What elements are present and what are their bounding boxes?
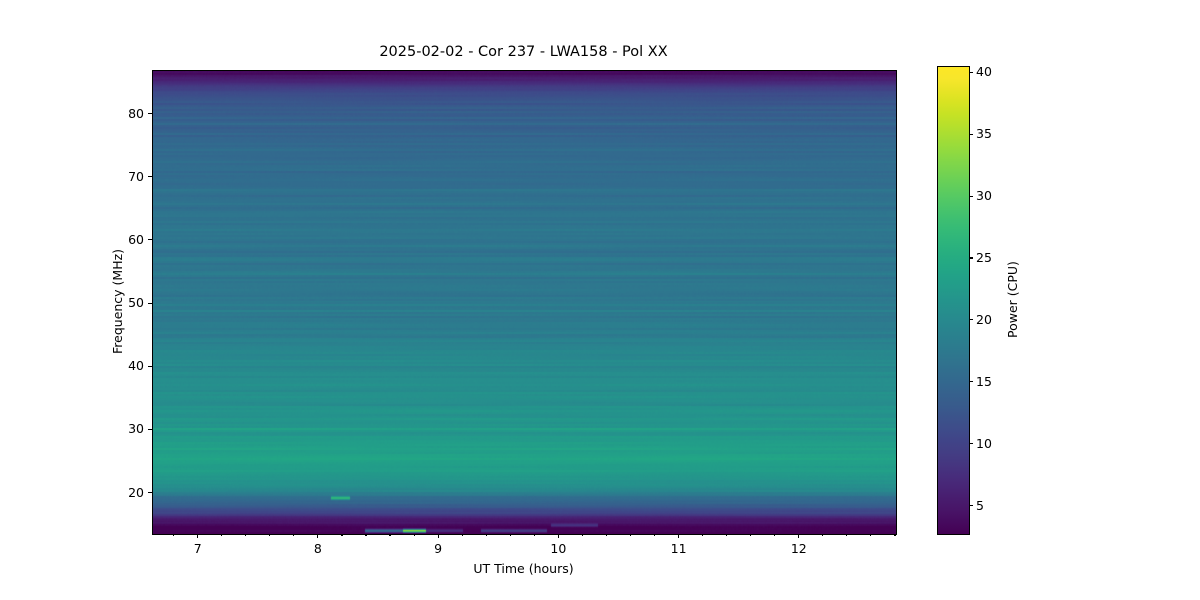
x-minor-tick-mark bbox=[509, 534, 511, 537]
x-minor-tick-mark bbox=[485, 534, 487, 537]
dynamic-spectrum-heatmap bbox=[153, 71, 896, 534]
x-tick-mark bbox=[437, 534, 439, 539]
colorbar-tick-mark bbox=[969, 133, 974, 135]
x-minor-tick-mark bbox=[413, 534, 415, 537]
colorbar-tick-label: 20 bbox=[976, 311, 992, 327]
page-title: 2025-02-02 - Cor 237 - LWA158 - Pol XX bbox=[379, 44, 668, 60]
colorbar-tick-label: 30 bbox=[976, 188, 992, 204]
colorbar-axes[interactable] bbox=[937, 66, 970, 535]
y-tick-label: 20 bbox=[128, 484, 144, 500]
x-minor-tick-mark bbox=[173, 534, 175, 537]
x-minor-tick-mark bbox=[726, 534, 728, 537]
x-minor-tick-mark bbox=[750, 534, 752, 537]
colorbar-tick-mark bbox=[969, 195, 974, 197]
y-tick-mark bbox=[147, 428, 152, 430]
x-axis-label: UT Time (hours) bbox=[473, 561, 574, 576]
y-tick-label: 60 bbox=[128, 231, 144, 247]
colorbar-tick-mark bbox=[969, 443, 974, 445]
colorbar-tick-mark bbox=[969, 381, 974, 383]
y-tick-mark bbox=[147, 492, 152, 494]
x-tick-mark bbox=[557, 534, 559, 539]
x-minor-tick-mark bbox=[365, 534, 367, 537]
x-minor-tick-mark bbox=[293, 534, 295, 537]
x-tick-label: 7 bbox=[193, 541, 202, 556]
colorbar-tick-mark bbox=[969, 257, 974, 259]
y-tick-label: 30 bbox=[128, 421, 144, 437]
x-tick-mark bbox=[197, 534, 199, 539]
colorbar-tick-label: 5 bbox=[976, 497, 984, 513]
y-tick-mark bbox=[147, 365, 152, 367]
x-minor-tick-mark bbox=[653, 534, 656, 537]
colorbar-tick-label: 35 bbox=[976, 126, 992, 142]
y-tick-mark bbox=[147, 113, 152, 115]
x-minor-tick-mark bbox=[822, 534, 824, 537]
y-tick-mark bbox=[147, 302, 152, 304]
x-minor-tick-mark bbox=[629, 534, 632, 537]
x-tick-label: 12 bbox=[790, 541, 807, 556]
x-tick-label: 9 bbox=[434, 541, 443, 556]
x-minor-tick-mark bbox=[870, 534, 872, 537]
x-minor-tick-mark bbox=[894, 534, 896, 537]
y-tick-label: 80 bbox=[128, 105, 144, 121]
colorbar-tick-mark bbox=[969, 71, 974, 73]
x-minor-tick-mark bbox=[389, 534, 391, 537]
x-tick-label: 8 bbox=[313, 541, 322, 556]
x-minor-tick-mark bbox=[774, 534, 776, 537]
colorbar-tick-mark bbox=[969, 319, 974, 321]
heatmap-pixels bbox=[153, 71, 896, 534]
x-tick-mark bbox=[678, 534, 680, 539]
y-tick-mark bbox=[147, 239, 152, 241]
x-minor-tick-mark bbox=[533, 534, 535, 537]
colorbar-tick-label: 10 bbox=[976, 435, 992, 451]
x-tick-mark bbox=[798, 534, 800, 539]
colorbar-gradient bbox=[938, 67, 969, 534]
colorbar-tick-label: 15 bbox=[976, 373, 992, 389]
x-minor-tick-mark bbox=[605, 534, 607, 537]
colorbar-label: Power (CPU) bbox=[1005, 261, 1020, 338]
colorbar-tick-mark bbox=[969, 505, 974, 507]
x-minor-tick-mark bbox=[341, 534, 343, 537]
colorbar-tick-label: 25 bbox=[976, 250, 992, 265]
y-tick-label: 50 bbox=[128, 295, 144, 311]
x-minor-tick-mark bbox=[846, 534, 848, 537]
x-minor-tick-mark bbox=[269, 534, 271, 537]
x-minor-tick-mark bbox=[245, 534, 247, 537]
x-minor-tick-mark bbox=[461, 534, 463, 537]
x-tick-label: 10 bbox=[550, 541, 567, 556]
y-tick-label: 70 bbox=[128, 168, 144, 184]
x-minor-tick-mark bbox=[702, 534, 704, 537]
y-tick-mark bbox=[147, 176, 152, 178]
heatmap-axes[interactable] bbox=[152, 70, 897, 535]
colorbar-tick-label: 40 bbox=[976, 64, 992, 80]
x-minor-tick-mark bbox=[221, 534, 223, 537]
x-tick-label: 11 bbox=[670, 541, 687, 556]
y-tick-label: 40 bbox=[128, 358, 144, 374]
x-minor-tick-mark bbox=[581, 534, 583, 537]
x-tick-mark bbox=[317, 534, 319, 539]
